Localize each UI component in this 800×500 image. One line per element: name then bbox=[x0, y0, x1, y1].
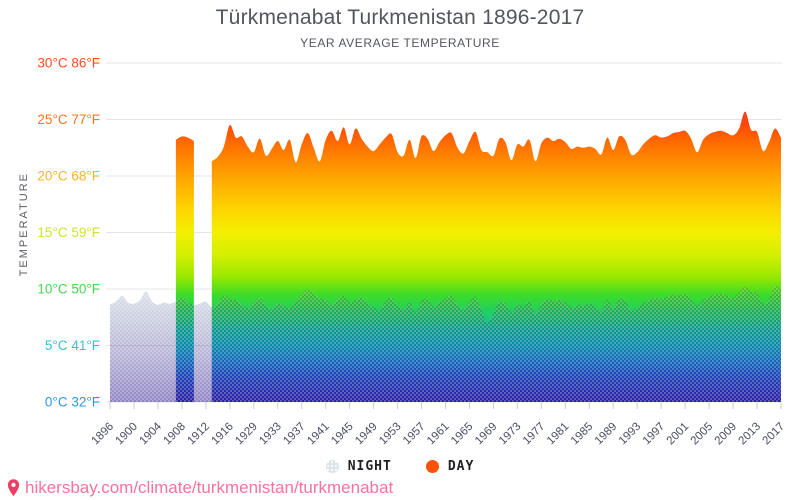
x-axis-label: 1916 bbox=[209, 421, 236, 448]
footer: hikersbay.com/climate/turkmenistan/turkm… bbox=[6, 478, 393, 498]
x-axis-label: 1969 bbox=[473, 421, 500, 448]
chart-subtitle: YEAR AVERAGE TEMPERATURE bbox=[300, 36, 500, 50]
x-axis-label: 1997 bbox=[641, 421, 668, 448]
x-axis-label: 2001 bbox=[665, 421, 692, 448]
x-axis-label: 1981 bbox=[545, 421, 572, 448]
x-axis-label: 1973 bbox=[497, 421, 524, 448]
footer-site-link[interactable]: hikersbay.com/climate/turkmenistan/turkm… bbox=[25, 478, 394, 497]
x-axis-label: 1993 bbox=[617, 421, 644, 448]
x-axis-label: 1900 bbox=[114, 421, 141, 448]
x-axis-label: 1912 bbox=[185, 421, 212, 448]
x-axis-label: 1957 bbox=[401, 421, 428, 448]
y-axis-label: 25°C 77°F bbox=[37, 112, 100, 127]
chart-legend: NIGHT DAY bbox=[0, 459, 800, 474]
legend-item-night[interactable]: NIGHT bbox=[325, 459, 392, 474]
x-axis-label: 1949 bbox=[353, 421, 380, 448]
x-axis-label: 1908 bbox=[161, 421, 188, 448]
legend-label-night: NIGHT bbox=[347, 459, 392, 474]
y-axis-label: 20°C 68°F bbox=[37, 169, 100, 184]
y-axis-label: 30°C 86°F bbox=[37, 56, 100, 71]
x-axis-label: 1937 bbox=[281, 421, 308, 448]
legend-item-day[interactable]: DAY bbox=[425, 459, 475, 474]
x-axis-label: 1989 bbox=[593, 421, 620, 448]
x-axis-label: 1941 bbox=[305, 421, 332, 448]
map-pin-icon bbox=[7, 479, 20, 497]
y-axis-label: 0°C 32°F bbox=[45, 395, 100, 410]
page-title: Türkmenabat Turkmenistan 1896-2017 bbox=[215, 6, 585, 29]
y-axis-label: 5°C 41°F bbox=[45, 338, 100, 353]
night-series-marker-icon bbox=[325, 460, 339, 473]
y-axis-label: 10°C 50°F bbox=[37, 282, 100, 297]
x-axis-label: 2013 bbox=[737, 421, 764, 448]
x-axis-label: 1904 bbox=[137, 420, 164, 447]
day-series-marker-icon bbox=[425, 460, 439, 473]
x-axis-label: 1977 bbox=[521, 421, 548, 448]
x-axis-label: 1945 bbox=[329, 421, 356, 448]
x-axis-label: 1929 bbox=[233, 421, 260, 448]
x-axis-label: 1896 bbox=[90, 421, 117, 448]
night-area-texture bbox=[110, 285, 781, 402]
x-axis-label: 1965 bbox=[449, 421, 476, 448]
legend-label-day: DAY bbox=[447, 459, 475, 474]
x-axis-label: 1933 bbox=[257, 421, 284, 448]
x-axis-label: 2009 bbox=[713, 421, 740, 448]
x-axis-label: 2017 bbox=[761, 421, 788, 448]
x-axis-label: 1953 bbox=[377, 421, 404, 448]
x-axis-label: 1961 bbox=[425, 421, 452, 448]
y-axis-label: 15°C 59°F bbox=[37, 225, 100, 240]
x-axis-label: 1985 bbox=[569, 421, 596, 448]
x-axis-label: 2005 bbox=[689, 421, 716, 448]
